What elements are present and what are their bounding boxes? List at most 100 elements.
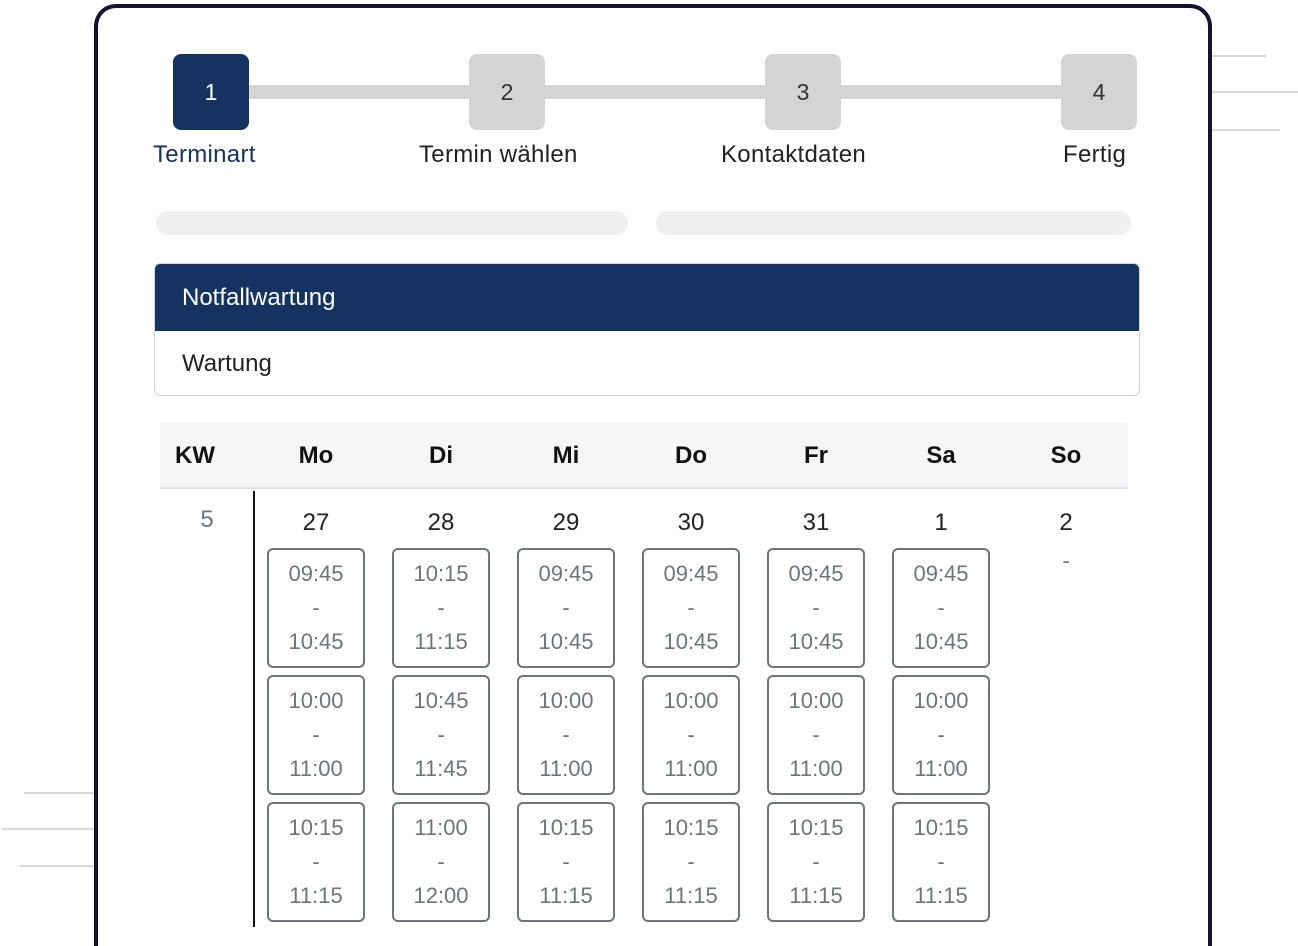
step-2-indicator[interactable]: 2 — [469, 54, 545, 130]
slot-end: 11:15 — [539, 883, 593, 908]
week-column-header: KW — [175, 442, 215, 469]
time-slot-button[interactable]: 10:45 - 11:45 — [392, 675, 490, 795]
week-divider — [253, 491, 255, 927]
slot-start: 10:00 — [538, 688, 594, 713]
day-column: 1 09:45 - 10:45 10:00 - 11:00 10:15 - 11:15 — [881, 506, 1001, 929]
slot-end: 11:15 — [789, 883, 843, 908]
slot-end: 10:45 — [663, 629, 719, 654]
slot-separator: - — [687, 849, 695, 874]
slot-separator: - — [812, 849, 820, 874]
weekday-header: Sa — [926, 442, 956, 469]
step-3-label: Kontaktdaten — [721, 141, 867, 168]
slot-separator: - — [687, 595, 695, 620]
time-slot-button[interactable]: 09:45 - 10:45 — [767, 548, 865, 668]
day-date: 2 — [1059, 509, 1073, 536]
weekday-header: So — [1050, 442, 1082, 469]
decor-line — [1212, 55, 1266, 57]
time-slot-button[interactable]: 10:00 - 11:00 — [642, 675, 740, 795]
slot-end: 10:45 — [913, 629, 969, 654]
loading-placeholder — [656, 211, 1131, 235]
weekday-header: Fr — [804, 442, 828, 469]
time-slot-button[interactable]: 10:15 - 11:15 — [642, 802, 740, 922]
slot-start: 10:00 — [788, 688, 844, 713]
slot-separator: - — [437, 722, 445, 747]
step-3-indicator[interactable]: 3 — [765, 54, 841, 130]
slot-end: 11:15 — [414, 629, 468, 654]
day-date: 28 — [427, 509, 455, 536]
slot-start: 10:15 — [913, 815, 969, 840]
slot-end: 11:00 — [789, 756, 843, 781]
slot-end: 10:45 — [788, 629, 844, 654]
time-slot-button[interactable]: 09:45 - 10:45 — [517, 548, 615, 668]
step-1-indicator[interactable]: 1 — [173, 54, 249, 130]
time-slot-button[interactable]: 10:00 - 11:00 — [892, 675, 990, 795]
decor-line — [2, 828, 94, 830]
time-slot-button[interactable]: 10:15 - 11:15 — [267, 802, 365, 922]
booking-widget: 1 2 3 4 Terminart Termin wählen Kontaktd… — [94, 4, 1212, 946]
slot-end: 10:45 — [288, 629, 344, 654]
slot-end: 10:45 — [538, 629, 594, 654]
slot-separator: - — [937, 722, 945, 747]
time-slot-button[interactable]: 10:00 - 11:00 — [517, 675, 615, 795]
weekday-header: Do — [675, 442, 707, 469]
decor-line — [1212, 91, 1298, 93]
slot-start: 10:15 — [788, 815, 844, 840]
slot-start: 10:15 — [663, 815, 719, 840]
slot-start: 10:15 — [288, 815, 344, 840]
stepper-track — [248, 85, 1068, 99]
time-slot-button[interactable]: 10:00 - 11:00 — [767, 675, 865, 795]
time-slot-button[interactable]: 10:15 - 11:15 — [767, 802, 865, 922]
slot-separator: - — [437, 849, 445, 874]
slot-end: 11:15 — [914, 883, 968, 908]
slot-end: 11:15 — [664, 883, 718, 908]
slot-start: 09:45 — [538, 561, 594, 586]
slot-end: 11:00 — [539, 756, 593, 781]
slot-end: 11:15 — [289, 883, 343, 908]
slot-separator: - — [562, 595, 570, 620]
appointment-type-notfallwartung[interactable]: Notfallwartung — [155, 264, 1139, 331]
loading-placeholder — [156, 211, 628, 235]
appointment-type-list: Notfallwartung Wartung — [154, 263, 1140, 396]
time-slot-button[interactable]: 11:00 - 12:00 — [392, 802, 490, 922]
slot-separator: - — [312, 849, 320, 874]
slot-end: 11:00 — [914, 756, 968, 781]
decor-line — [20, 865, 94, 867]
slot-separator: - — [562, 849, 570, 874]
slot-separator: - — [562, 722, 570, 747]
slot-start: 10:45 — [413, 688, 469, 713]
time-slot-button[interactable]: 09:45 - 10:45 — [892, 548, 990, 668]
slot-start: 11:00 — [414, 815, 468, 840]
slot-start: 10:00 — [663, 688, 719, 713]
time-slot-button[interactable]: 10:00 - 11:00 — [267, 675, 365, 795]
slot-separator: - — [312, 595, 320, 620]
slot-start: 10:15 — [538, 815, 594, 840]
slot-start: 09:45 — [288, 561, 344, 586]
slot-start: 10:00 — [913, 688, 969, 713]
slot-start: 10:00 — [288, 688, 344, 713]
day-column: 27 09:45 - 10:45 10:00 - 11:00 10:15 - 11:15 — [256, 506, 376, 929]
day-column: 2 - — [1006, 506, 1126, 574]
decor-line — [24, 792, 94, 794]
day-date: 31 — [802, 509, 830, 536]
time-slot-button[interactable]: 10:15 - 11:15 — [892, 802, 990, 922]
slot-end: 12:00 — [413, 883, 469, 908]
weekday-header: Di — [429, 442, 453, 469]
slot-separator: - — [937, 595, 945, 620]
day-date: 30 — [677, 509, 705, 536]
slot-separator: - — [687, 722, 695, 747]
slot-start: 10:15 — [413, 561, 469, 586]
step-4-indicator[interactable]: 4 — [1061, 54, 1137, 130]
step-2-label: Termin wählen — [419, 141, 578, 168]
time-slot-button[interactable]: 10:15 - 11:15 — [392, 548, 490, 668]
day-column: 28 10:15 - 11:15 10:45 - 11:45 11:00 - 12:00 — [381, 506, 501, 929]
day-date: 29 — [552, 509, 580, 536]
day-column: 31 09:45 - 10:45 10:00 - 11:00 10:15 - 11:15 — [756, 506, 876, 929]
time-slot-button[interactable]: 09:45 - 10:45 — [267, 548, 365, 668]
appointment-type-wartung[interactable]: Wartung — [182, 350, 272, 377]
slot-end: 11:45 — [414, 756, 468, 781]
step-4-label: Fertig — [1063, 141, 1127, 168]
time-slot-button[interactable]: 10:15 - 11:15 — [517, 802, 615, 922]
time-slot-button[interactable]: 09:45 - 10:45 — [642, 548, 740, 668]
slot-start: 09:45 — [788, 561, 844, 586]
day-date: 1 — [934, 509, 948, 536]
